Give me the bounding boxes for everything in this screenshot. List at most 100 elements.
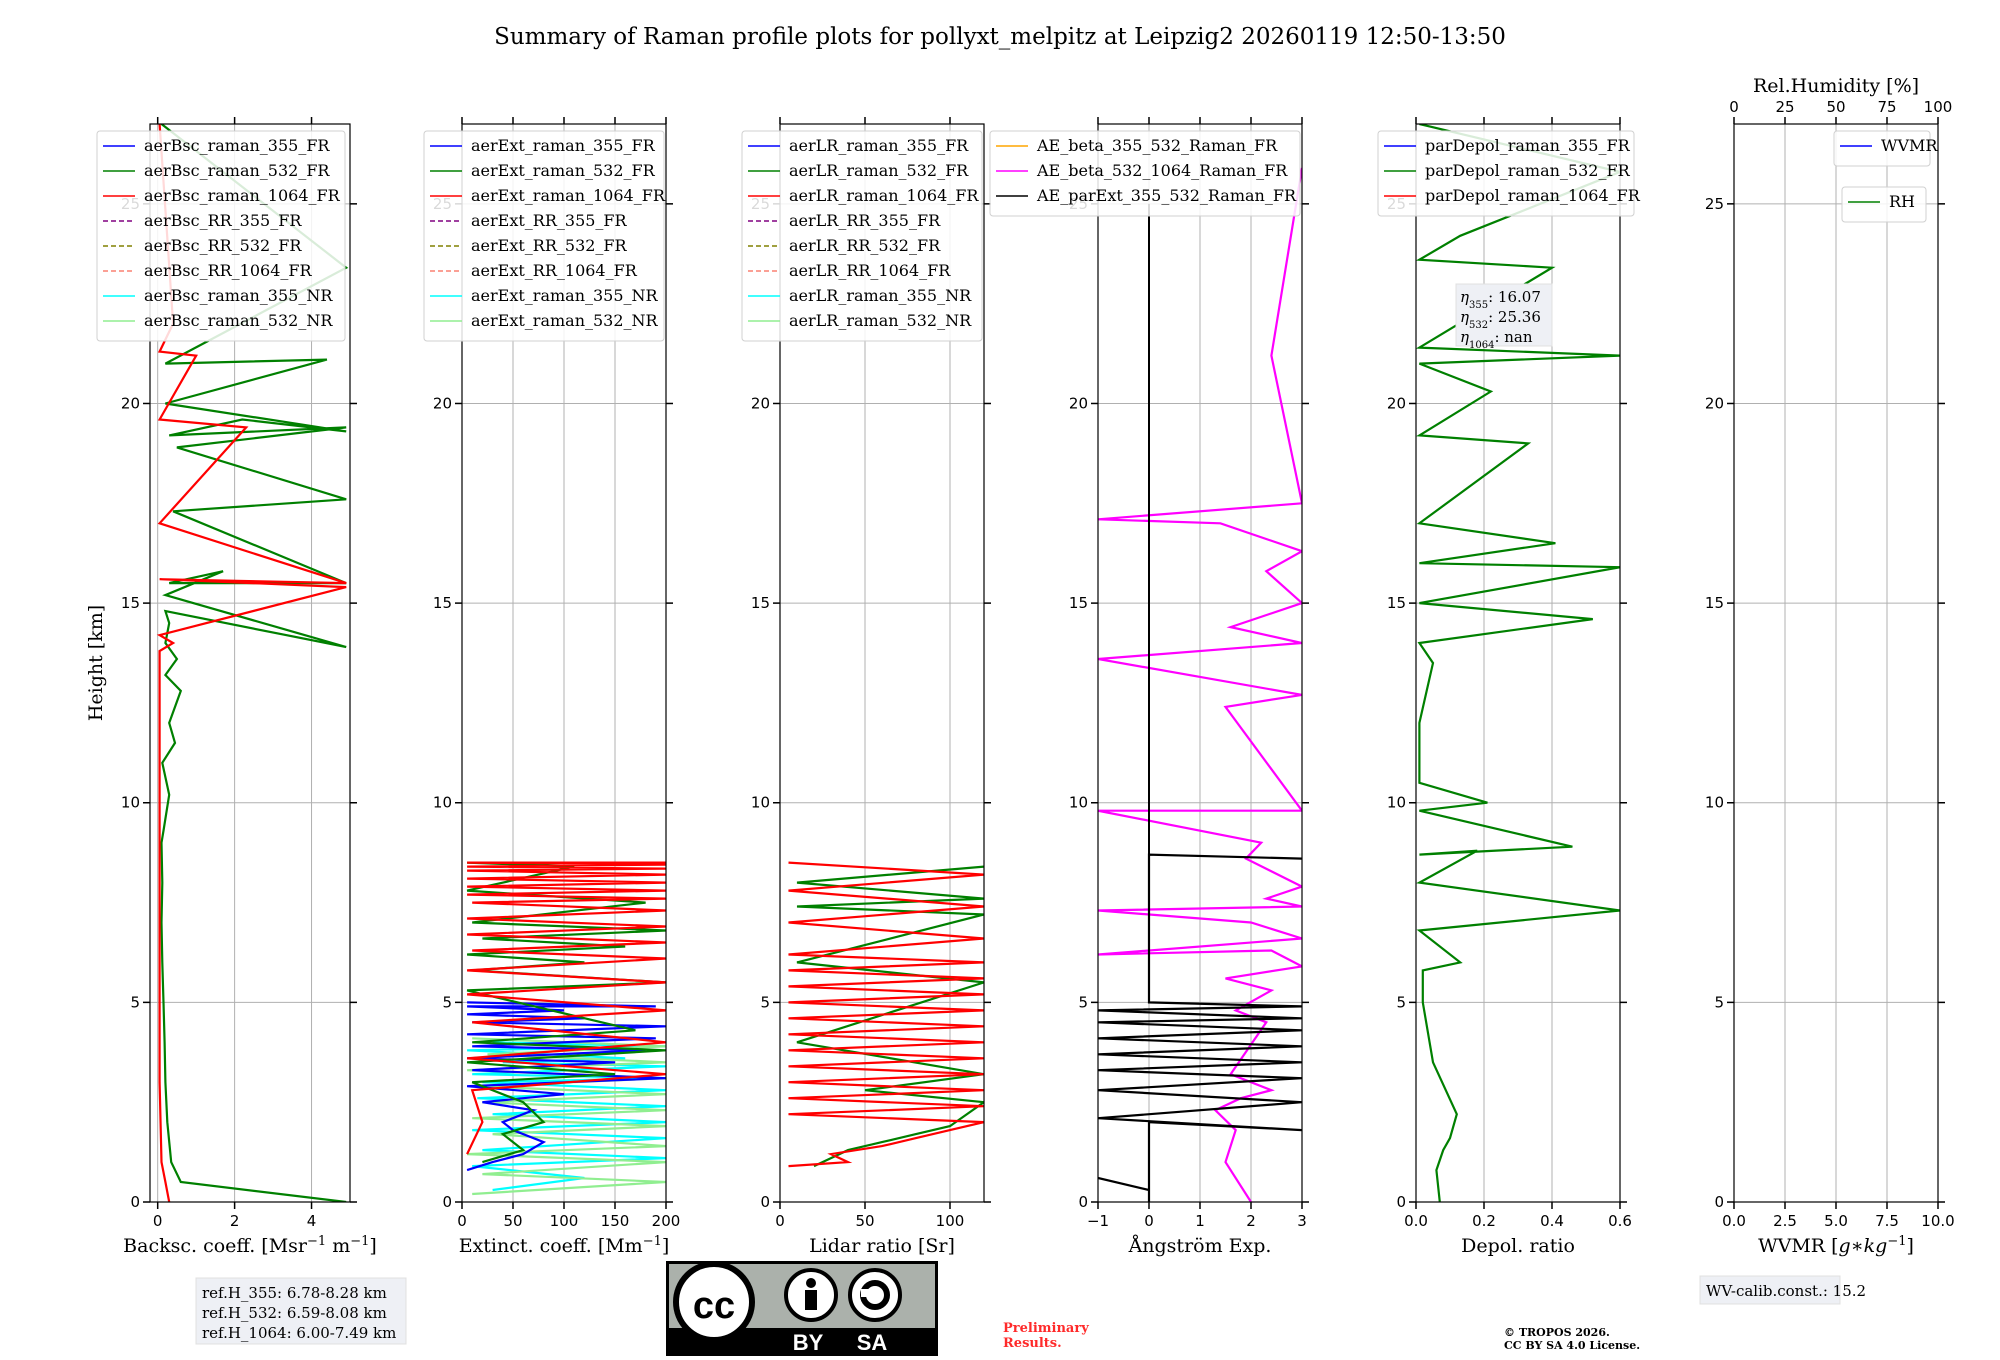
x-axis-label: Backsc. coeff. [Msr−1 m−1] bbox=[123, 1234, 377, 1258]
legend-label: parDepol_raman_1064_FR bbox=[1425, 186, 1641, 205]
eta-line: η355: 16.07 bbox=[1460, 288, 1541, 311]
x-tick-label: 2 bbox=[1246, 1212, 1256, 1230]
cc-icon bbox=[673, 1261, 755, 1343]
legend-label: aerLR_RR_532_FR bbox=[789, 236, 941, 255]
x-tick-label: 0 bbox=[153, 1212, 163, 1230]
legend-label: aerLR_raman_532_FR bbox=[789, 161, 969, 180]
legend-label: aerLR_RR_1064_FR bbox=[789, 261, 951, 280]
copyright-line1: © TROPOS 2026. bbox=[1504, 1326, 1610, 1339]
x-tick-label: 50 bbox=[855, 1212, 874, 1230]
ref-height-box: ref.H_355: 6.78-8.28 km ref.H_532: 6.59-… bbox=[195, 1277, 407, 1345]
y-tick-label: 10 bbox=[433, 794, 452, 812]
legend: AE_beta_355_532_Raman_FR AE_beta_532_1064… bbox=[989, 130, 1301, 217]
y-tick-label: 20 bbox=[1705, 394, 1724, 412]
x-tick-label: 0 bbox=[457, 1212, 467, 1230]
legend: aerExt_raman_355_FR aerExt_raman_532_FRae… bbox=[423, 130, 666, 342]
y-tick-label: 15 bbox=[433, 594, 452, 612]
x-tick-label: 50 bbox=[503, 1212, 522, 1230]
y-tick-label: 15 bbox=[121, 594, 140, 612]
x-tick-label: 2.5 bbox=[1773, 1212, 1797, 1230]
legend-label: aerLR_RR_355_FR bbox=[789, 211, 941, 230]
badge-by-label: BY bbox=[793, 1330, 824, 1355]
y-tick-label: 20 bbox=[433, 394, 452, 412]
x-tick-label: 200 bbox=[652, 1212, 681, 1230]
ref-height-355: ref.H_355: 6.78-8.28 km bbox=[202, 1284, 387, 1302]
y-tick-label: 5 bbox=[130, 993, 140, 1011]
x-axis-label: Ångström Exp. bbox=[1128, 1235, 1272, 1257]
series-aerExt_raman_355_FR bbox=[466, 1001, 666, 1172]
legend-label: aerBsc_raman_355_NR bbox=[144, 286, 333, 305]
legend-frame bbox=[989, 130, 1301, 217]
y-tick-label: 0 bbox=[760, 1193, 770, 1211]
x-axis-label: WVMR [g∗kg−1] bbox=[1758, 1234, 1914, 1258]
y-tick-label: 5 bbox=[1396, 993, 1406, 1011]
legend-label: aerBsc_raman_532_FR bbox=[144, 161, 330, 180]
legend-label: aerBsc_RR_355_FR bbox=[144, 211, 302, 230]
legend-label: aerExt_RR_1064_FR bbox=[471, 261, 638, 280]
y-tick-label: 15 bbox=[1387, 594, 1406, 612]
wv-calib-box: WV-calib.const.: 15.2 bbox=[1699, 1275, 1866, 1305]
legend-frame bbox=[1377, 130, 1635, 217]
y-tick-label: 20 bbox=[121, 394, 140, 412]
y-tick-label: 15 bbox=[1069, 594, 1088, 612]
series-AE_beta_532_1064_Raman_FR bbox=[1098, 167, 1302, 1202]
preliminary-note-2: Results. bbox=[1003, 1336, 1062, 1351]
legend: aerLR_raman_355_FR aerLR_raman_532_FR aerL… bbox=[741, 130, 983, 342]
x-tick-label: −1 bbox=[1087, 1212, 1109, 1230]
legend-label: aerLR_raman_355_FR bbox=[789, 136, 969, 155]
y-tick-label: 10 bbox=[121, 794, 140, 812]
y-tick-label: 5 bbox=[1078, 993, 1088, 1011]
series-group bbox=[156, 124, 349, 1202]
legend-frame bbox=[741, 130, 983, 342]
eta-box bbox=[1455, 283, 1553, 347]
y-tick-label: 0 bbox=[442, 1193, 452, 1211]
x-tick-label: 4 bbox=[307, 1212, 317, 1230]
legend-label: AE_beta_355_532_Raman_FR bbox=[1036, 136, 1278, 155]
axes-frame bbox=[779, 123, 985, 1203]
series-group bbox=[788, 861, 984, 1168]
legend-frame bbox=[1841, 186, 1927, 223]
x-tick-label: 3 bbox=[1297, 1212, 1307, 1230]
x-tick-label: 2 bbox=[230, 1212, 240, 1230]
series-AE_parExt_355_532_Raman_FR bbox=[1098, 853, 1302, 1202]
series-parDepol_raman_532_FR bbox=[1416, 124, 1620, 1202]
x-tick-label: 0.0 bbox=[1722, 1212, 1746, 1230]
y-tick-label: 20 bbox=[1387, 394, 1406, 412]
x-tick-label: 0 bbox=[775, 1212, 785, 1230]
figure-title: Summary of Raman profile plots for polly… bbox=[494, 24, 1506, 50]
series-aerExt_raman_1064_FR bbox=[466, 861, 666, 1155]
legend-label: aerBsc_raman_532_NR bbox=[144, 311, 333, 330]
legend-label: aerExt_raman_532_FR bbox=[471, 161, 656, 180]
legend-label: WVMR bbox=[1881, 136, 1938, 155]
x-tick-label: 0.6 bbox=[1608, 1212, 1632, 1230]
panel-depol: 0.00.20.40.60510152025Depol. ratioparDep… bbox=[1377, 117, 1641, 1257]
legend-label: parDepol_raman_355_FR bbox=[1425, 136, 1631, 155]
legend: parDepol_raman_355_FR parDepol_raman_532_… bbox=[1377, 130, 1641, 217]
x-tick-label: 0.0 bbox=[1404, 1212, 1428, 1230]
x-tick-label: 7.5 bbox=[1875, 1212, 1899, 1230]
top-tick-label: 50 bbox=[1826, 98, 1845, 116]
legend: WVMR bbox=[1833, 130, 1938, 167]
cc-by-sa-badge: cc BY SA bbox=[666, 1261, 938, 1356]
top-axis-label: Rel.Humidity [%] bbox=[1753, 75, 1919, 97]
y-tick-label: 5 bbox=[442, 993, 452, 1011]
legend-label: aerExt_raman_355_NR bbox=[471, 286, 659, 305]
legend: RH bbox=[1841, 186, 1927, 223]
x-axis-label: Lidar ratio [Sr] bbox=[809, 1235, 955, 1257]
y-tick-label: 25 bbox=[1705, 195, 1724, 213]
legend-label: aerExt_RR_532_FR bbox=[471, 236, 628, 255]
x-tick-label: 0.4 bbox=[1540, 1212, 1564, 1230]
y-tick-label: 10 bbox=[1387, 794, 1406, 812]
panel-wv: 0.0 2.5 5.0 7.5 10.0 0 5 10 15 20 25 0 25 50 75 100 Rel.… bbox=[1705, 75, 1955, 1257]
y-tick-label: 0 bbox=[1714, 1193, 1724, 1211]
series-group bbox=[1416, 124, 1620, 1202]
y-tick-label: 5 bbox=[760, 993, 770, 1011]
series-aerLR_raman_1064_FR bbox=[788, 861, 984, 1168]
legend-frame bbox=[423, 130, 665, 342]
x-tick-label: 150 bbox=[601, 1212, 630, 1230]
wv-calib-text: WV-calib.const.: 15.2 bbox=[1706, 1282, 1866, 1300]
legend-label: AE_beta_532_1064_Raman_FR bbox=[1036, 161, 1288, 180]
y-tick-label: 10 bbox=[751, 794, 770, 812]
y-tick-label: 15 bbox=[751, 594, 770, 612]
